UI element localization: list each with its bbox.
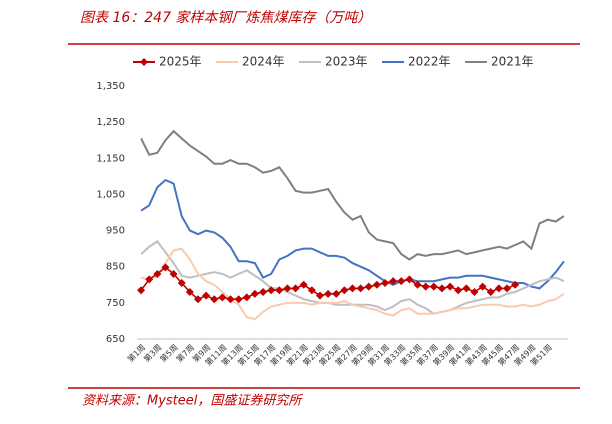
y-tick-label: 1,050 bbox=[96, 189, 125, 200]
series-line bbox=[140, 240, 565, 315]
data-point bbox=[413, 280, 422, 289]
data-point bbox=[446, 282, 455, 291]
data-point bbox=[169, 269, 178, 278]
data-point bbox=[494, 284, 503, 293]
data-point bbox=[210, 295, 219, 304]
data-point bbox=[259, 288, 268, 297]
data-point bbox=[332, 289, 341, 298]
data-point bbox=[226, 295, 235, 304]
data-point bbox=[250, 289, 259, 298]
legend-label: 2024年 bbox=[242, 55, 285, 69]
data-point bbox=[307, 286, 316, 295]
legend-label: 2025年 bbox=[159, 55, 202, 69]
data-point bbox=[405, 275, 414, 284]
data-point bbox=[486, 288, 495, 297]
data-point bbox=[437, 284, 446, 293]
data-point bbox=[299, 280, 308, 289]
data-point bbox=[348, 284, 357, 293]
chart-title: 图表 16：247 家样本钢厂炼焦煤库存（万吨） bbox=[80, 10, 371, 26]
data-point bbox=[161, 263, 170, 272]
data-point bbox=[478, 282, 487, 291]
source-note: 资料来源：Mysteel，国盛证券研究所 bbox=[82, 393, 303, 409]
legend-label: 2022年 bbox=[408, 55, 451, 69]
y-tick-label: 1,350 bbox=[96, 81, 125, 92]
data-point bbox=[454, 286, 463, 295]
data-point bbox=[421, 282, 430, 291]
y-tick-label: 850 bbox=[106, 262, 125, 273]
data-point bbox=[234, 295, 243, 304]
data-point bbox=[462, 284, 471, 293]
data-point bbox=[242, 293, 251, 302]
y-tick-label: 1,150 bbox=[96, 153, 125, 164]
data-point bbox=[218, 293, 227, 302]
data-point bbox=[185, 288, 194, 297]
data-point bbox=[503, 284, 512, 293]
legend-marker bbox=[140, 58, 148, 66]
data-point bbox=[267, 286, 276, 295]
data-point bbox=[356, 284, 365, 293]
data-point bbox=[315, 291, 324, 300]
data-point bbox=[324, 289, 333, 298]
data-point bbox=[511, 280, 520, 289]
y-tick-label: 750 bbox=[106, 298, 125, 309]
data-point bbox=[389, 277, 398, 286]
y-tick-label: 950 bbox=[106, 226, 125, 237]
data-point bbox=[283, 284, 292, 293]
y-tick-label: 1,250 bbox=[96, 117, 125, 128]
legend-label: 2023年 bbox=[325, 55, 368, 69]
data-point bbox=[177, 278, 186, 287]
y-tick-label: 650 bbox=[106, 334, 125, 345]
data-point bbox=[429, 282, 438, 291]
data-point bbox=[340, 286, 349, 295]
data-point bbox=[137, 286, 146, 295]
data-point bbox=[372, 280, 381, 289]
data-point bbox=[381, 278, 390, 287]
data-point bbox=[202, 291, 211, 300]
data-point bbox=[397, 277, 406, 286]
series-line bbox=[140, 178, 565, 290]
data-point bbox=[193, 295, 202, 304]
data-point bbox=[275, 286, 284, 295]
data-point bbox=[291, 284, 300, 293]
series-line bbox=[140, 247, 565, 321]
data-point bbox=[364, 282, 373, 291]
data-point bbox=[153, 269, 162, 278]
series-line bbox=[140, 129, 565, 261]
legend-label: 2021年 bbox=[491, 55, 534, 69]
data-point bbox=[470, 288, 479, 297]
data-point bbox=[145, 275, 154, 284]
